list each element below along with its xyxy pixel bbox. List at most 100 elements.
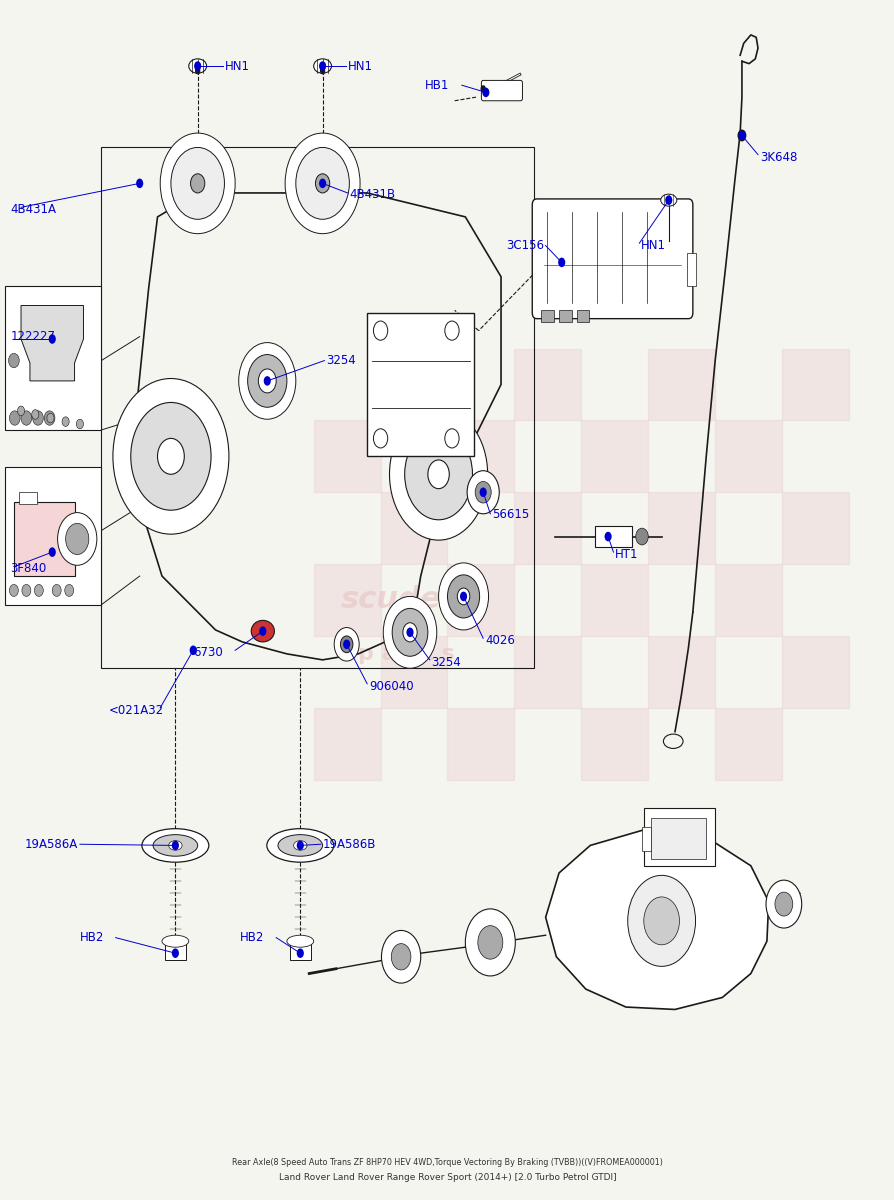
Text: 4B431A: 4B431A: [11, 203, 56, 216]
Bar: [380, 492, 447, 564]
Bar: [643, 809, 714, 865]
Bar: [559, 311, 571, 323]
Circle shape: [447, 575, 479, 618]
Circle shape: [264, 376, 271, 385]
Circle shape: [259, 626, 266, 636]
Circle shape: [239, 342, 296, 419]
Bar: [686, 253, 695, 287]
Text: HB2: HB2: [80, 931, 104, 944]
Text: HN1: HN1: [224, 60, 249, 72]
Circle shape: [171, 148, 224, 220]
Circle shape: [31, 409, 38, 419]
Circle shape: [457, 588, 469, 605]
Circle shape: [10, 584, 18, 596]
Circle shape: [318, 61, 325, 71]
Text: 19A586A: 19A586A: [25, 838, 78, 851]
Bar: [641, 828, 650, 852]
Ellipse shape: [299, 175, 345, 192]
Bar: [380, 636, 447, 708]
Ellipse shape: [278, 835, 322, 857]
Bar: [781, 492, 848, 564]
Circle shape: [21, 410, 31, 425]
Circle shape: [62, 416, 69, 426]
Circle shape: [32, 410, 43, 425]
Bar: [541, 311, 553, 323]
Bar: [647, 348, 714, 420]
Circle shape: [635, 528, 647, 545]
Bar: [5, 287, 101, 430]
Bar: [101, 148, 534, 668]
Bar: [313, 708, 380, 780]
Circle shape: [460, 592, 467, 601]
Text: Land Rover Land Rover Range Rover Sport (2014+) [2.0 Turbo Petrol GTDI]: Land Rover Land Rover Range Rover Sport …: [278, 1172, 616, 1182]
Circle shape: [477, 925, 502, 959]
Circle shape: [190, 174, 205, 193]
Circle shape: [296, 148, 349, 220]
Text: HN1: HN1: [347, 60, 372, 72]
Ellipse shape: [251, 620, 274, 642]
Circle shape: [427, 460, 449, 488]
Ellipse shape: [287, 935, 313, 947]
Circle shape: [136, 179, 143, 188]
Text: 6730: 6730: [193, 646, 223, 659]
Circle shape: [131, 402, 211, 510]
Circle shape: [48, 335, 55, 343]
Bar: [367, 313, 474, 456]
Text: Rear Axle(8 Speed Auto Trans ZF 8HP70 HEV 4WD,Torque Vectoring By Braking (TVBB): Rear Axle(8 Speed Auto Trans ZF 8HP70 HE…: [232, 1158, 662, 1168]
Text: 906040: 906040: [368, 679, 413, 692]
Polygon shape: [545, 830, 768, 1009]
Bar: [781, 348, 848, 420]
Bar: [5, 467, 101, 605]
FancyBboxPatch shape: [481, 80, 522, 101]
Bar: [514, 348, 581, 420]
Circle shape: [318, 179, 325, 188]
Circle shape: [391, 943, 410, 970]
Circle shape: [333, 628, 358, 661]
Circle shape: [113, 378, 229, 534]
Bar: [581, 420, 647, 492]
Bar: [164, 941, 186, 960]
Bar: [781, 636, 848, 708]
Circle shape: [157, 438, 184, 474]
Circle shape: [392, 608, 427, 656]
Text: 3C156: 3C156: [505, 239, 544, 252]
Circle shape: [285, 133, 359, 234]
Circle shape: [64, 584, 73, 596]
Text: <021A32: <021A32: [108, 703, 164, 716]
Circle shape: [48, 547, 55, 557]
Bar: [714, 420, 781, 492]
Ellipse shape: [660, 194, 676, 206]
Circle shape: [738, 131, 745, 140]
Ellipse shape: [266, 829, 333, 862]
Circle shape: [627, 875, 695, 966]
Bar: [380, 348, 447, 420]
Circle shape: [57, 512, 97, 565]
Ellipse shape: [189, 59, 207, 73]
Text: 19A586B: 19A586B: [322, 838, 375, 851]
Text: 4026: 4026: [485, 635, 514, 647]
Circle shape: [17, 406, 24, 415]
Circle shape: [297, 841, 303, 851]
Text: 122227: 122227: [11, 330, 55, 343]
Bar: [514, 636, 581, 708]
Bar: [447, 420, 514, 492]
Text: 4B431B: 4B431B: [349, 187, 395, 200]
Circle shape: [467, 470, 499, 514]
Circle shape: [46, 413, 54, 422]
Bar: [714, 708, 781, 780]
Text: 3254: 3254: [431, 655, 460, 668]
Circle shape: [44, 410, 55, 425]
Circle shape: [774, 892, 792, 916]
Bar: [14, 502, 74, 576]
Circle shape: [558, 258, 565, 268]
Circle shape: [315, 174, 329, 193]
Bar: [647, 492, 714, 564]
Bar: [714, 564, 781, 636]
Circle shape: [160, 133, 235, 234]
Circle shape: [248, 354, 287, 407]
Bar: [581, 708, 647, 780]
Ellipse shape: [163, 170, 232, 197]
Circle shape: [480, 85, 485, 92]
Circle shape: [643, 896, 679, 944]
Bar: [650, 818, 705, 859]
